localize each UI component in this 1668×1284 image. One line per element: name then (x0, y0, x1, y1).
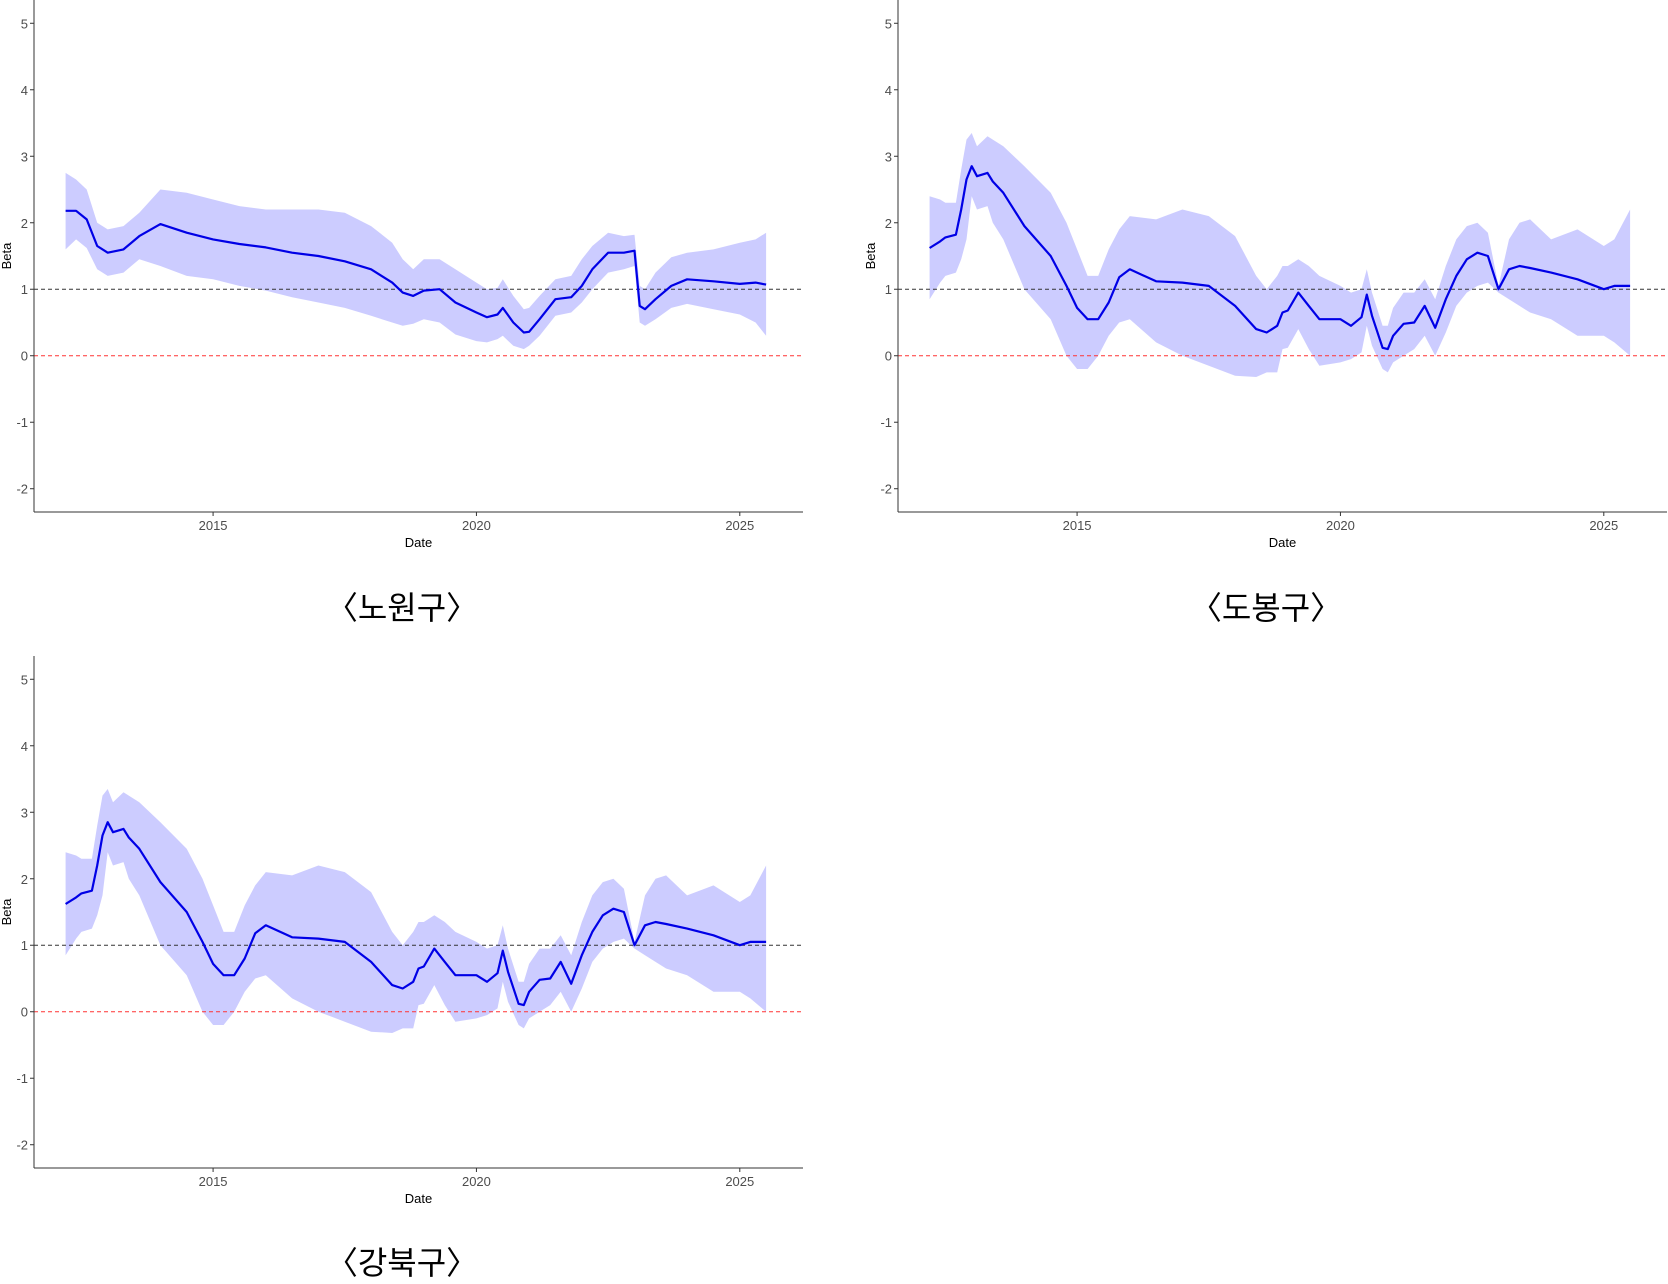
y-tick-label: 1 (21, 938, 28, 953)
y-tick-label: 5 (885, 16, 892, 31)
y-tick-label: 2 (21, 216, 28, 231)
x-tick-label: 2020 (1326, 518, 1355, 533)
chart-dobong: -2 -1 0 1 2 3 4 5 2015 2020 2025 Date Beta (863, 0, 1667, 550)
y-tick-label: 2 (21, 872, 28, 887)
y-tick-label: 1 (885, 282, 892, 297)
confidence-band (65, 789, 767, 1033)
y-axis-title: Beta (863, 242, 878, 270)
y-tick-label: 0 (885, 349, 892, 364)
x-tick-label: 2015 (1063, 518, 1092, 533)
chart-nowon: -2 -1 0 1 2 3 4 5 2015 2020 2025 Date Beta (0, 0, 803, 550)
y-axis-title: Beta (0, 898, 14, 926)
y-tick-label: -1 (16, 1071, 28, 1086)
y-tick-label: -2 (16, 482, 28, 497)
y-tick-label: -1 (880, 415, 892, 430)
chart-panel-dobong: -2 -1 0 1 2 3 4 5 2015 2020 2025 Date Beta (863, 0, 1668, 550)
confidence-band (929, 133, 1631, 377)
caption-nowon: 〈노원구〉 (325, 589, 479, 627)
y-tick-label: 3 (885, 149, 892, 164)
chart-panel-nowon: -2 -1 0 1 2 3 4 5 2015 2020 2025 Date Beta (0, 0, 810, 550)
x-axis-title: Date (1269, 535, 1296, 550)
chart-gangbuk: -2 -1 0 1 2 3 4 5 2015 2020 2025 Date Beta (0, 656, 803, 1206)
x-tick-label: 2015 (199, 1174, 228, 1189)
x-tick-label: 2025 (1589, 518, 1618, 533)
x-axis-title: Date (405, 535, 432, 550)
beta-line (65, 821, 767, 1007)
x-tick-label: 2020 (462, 518, 491, 533)
y-tick-label: 4 (885, 83, 892, 98)
x-tick-label: 2015 (199, 518, 228, 533)
beta-line (65, 209, 767, 334)
beta-line (929, 165, 1631, 351)
y-tick-label: -2 (16, 1138, 28, 1153)
y-tick-label: 0 (21, 1005, 28, 1020)
x-tick-label: 2025 (725, 1174, 754, 1189)
x-tick-label: 2025 (725, 518, 754, 533)
y-tick-label: 5 (21, 16, 28, 31)
y-tick-label: 1 (21, 282, 28, 297)
y-tick-label: 3 (21, 805, 28, 820)
y-tick-label: -2 (880, 482, 892, 497)
y-tick-label: 4 (21, 83, 28, 98)
y-tick-label: 5 (21, 672, 28, 687)
chart-panel-gangbuk: -2 -1 0 1 2 3 4 5 2015 2020 2025 Date Beta (0, 656, 810, 1206)
y-tick-label: 3 (21, 149, 28, 164)
x-axis-title: Date (405, 1191, 432, 1206)
y-axis-title: Beta (0, 242, 14, 270)
x-tick-label: 2020 (462, 1174, 491, 1189)
confidence-band (65, 172, 767, 350)
y-tick-label: 2 (885, 216, 892, 231)
y-tick-label: 0 (21, 349, 28, 364)
caption-gangbuk: 〈강북구〉 (325, 1244, 479, 1282)
y-tick-label: -1 (16, 415, 28, 430)
caption-dobong: 〈도봉구〉 (1189, 589, 1343, 627)
y-tick-label: 4 (21, 739, 28, 754)
